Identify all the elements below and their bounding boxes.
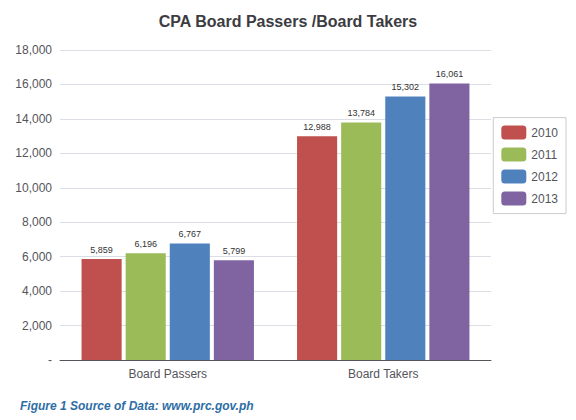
svg-text:16,061: 16,061 bbox=[436, 69, 464, 79]
svg-text:13,784: 13,784 bbox=[347, 108, 375, 118]
svg-text:2012: 2012 bbox=[531, 170, 558, 184]
svg-text:6,767: 6,767 bbox=[179, 229, 202, 239]
svg-text:12,000: 12,000 bbox=[15, 146, 52, 160]
svg-text:10,000: 10,000 bbox=[15, 181, 52, 195]
svg-text:4,000: 4,000 bbox=[22, 284, 52, 298]
svg-text:6,000: 6,000 bbox=[22, 250, 52, 264]
svg-text:2010: 2010 bbox=[531, 126, 558, 140]
svg-text:12,988: 12,988 bbox=[303, 122, 331, 132]
svg-text:Board Takers: Board Takers bbox=[348, 367, 418, 381]
svg-text:14,000: 14,000 bbox=[15, 112, 52, 126]
svg-text:18,000: 18,000 bbox=[15, 43, 52, 57]
svg-text:-: - bbox=[48, 353, 52, 367]
svg-text:Board Passers: Board Passers bbox=[128, 367, 207, 381]
svg-text:5,799: 5,799 bbox=[223, 246, 246, 256]
svg-text:CPA Board Passers /Board Taker: CPA Board Passers /Board Takers bbox=[159, 13, 418, 30]
svg-text:2,000: 2,000 bbox=[22, 319, 52, 333]
svg-text:8,000: 8,000 bbox=[22, 215, 52, 229]
svg-text:16,000: 16,000 bbox=[15, 77, 52, 91]
svg-text:6,196: 6,196 bbox=[134, 239, 157, 249]
svg-text:5,859: 5,859 bbox=[90, 245, 113, 255]
svg-text:2011: 2011 bbox=[531, 148, 557, 162]
svg-text:2013: 2013 bbox=[531, 192, 558, 206]
svg-text:15,302: 15,302 bbox=[392, 82, 420, 92]
svg-text:Figure 1 Source of Data: www.p: Figure 1 Source of Data: www.prc.gov.ph bbox=[20, 399, 254, 413]
